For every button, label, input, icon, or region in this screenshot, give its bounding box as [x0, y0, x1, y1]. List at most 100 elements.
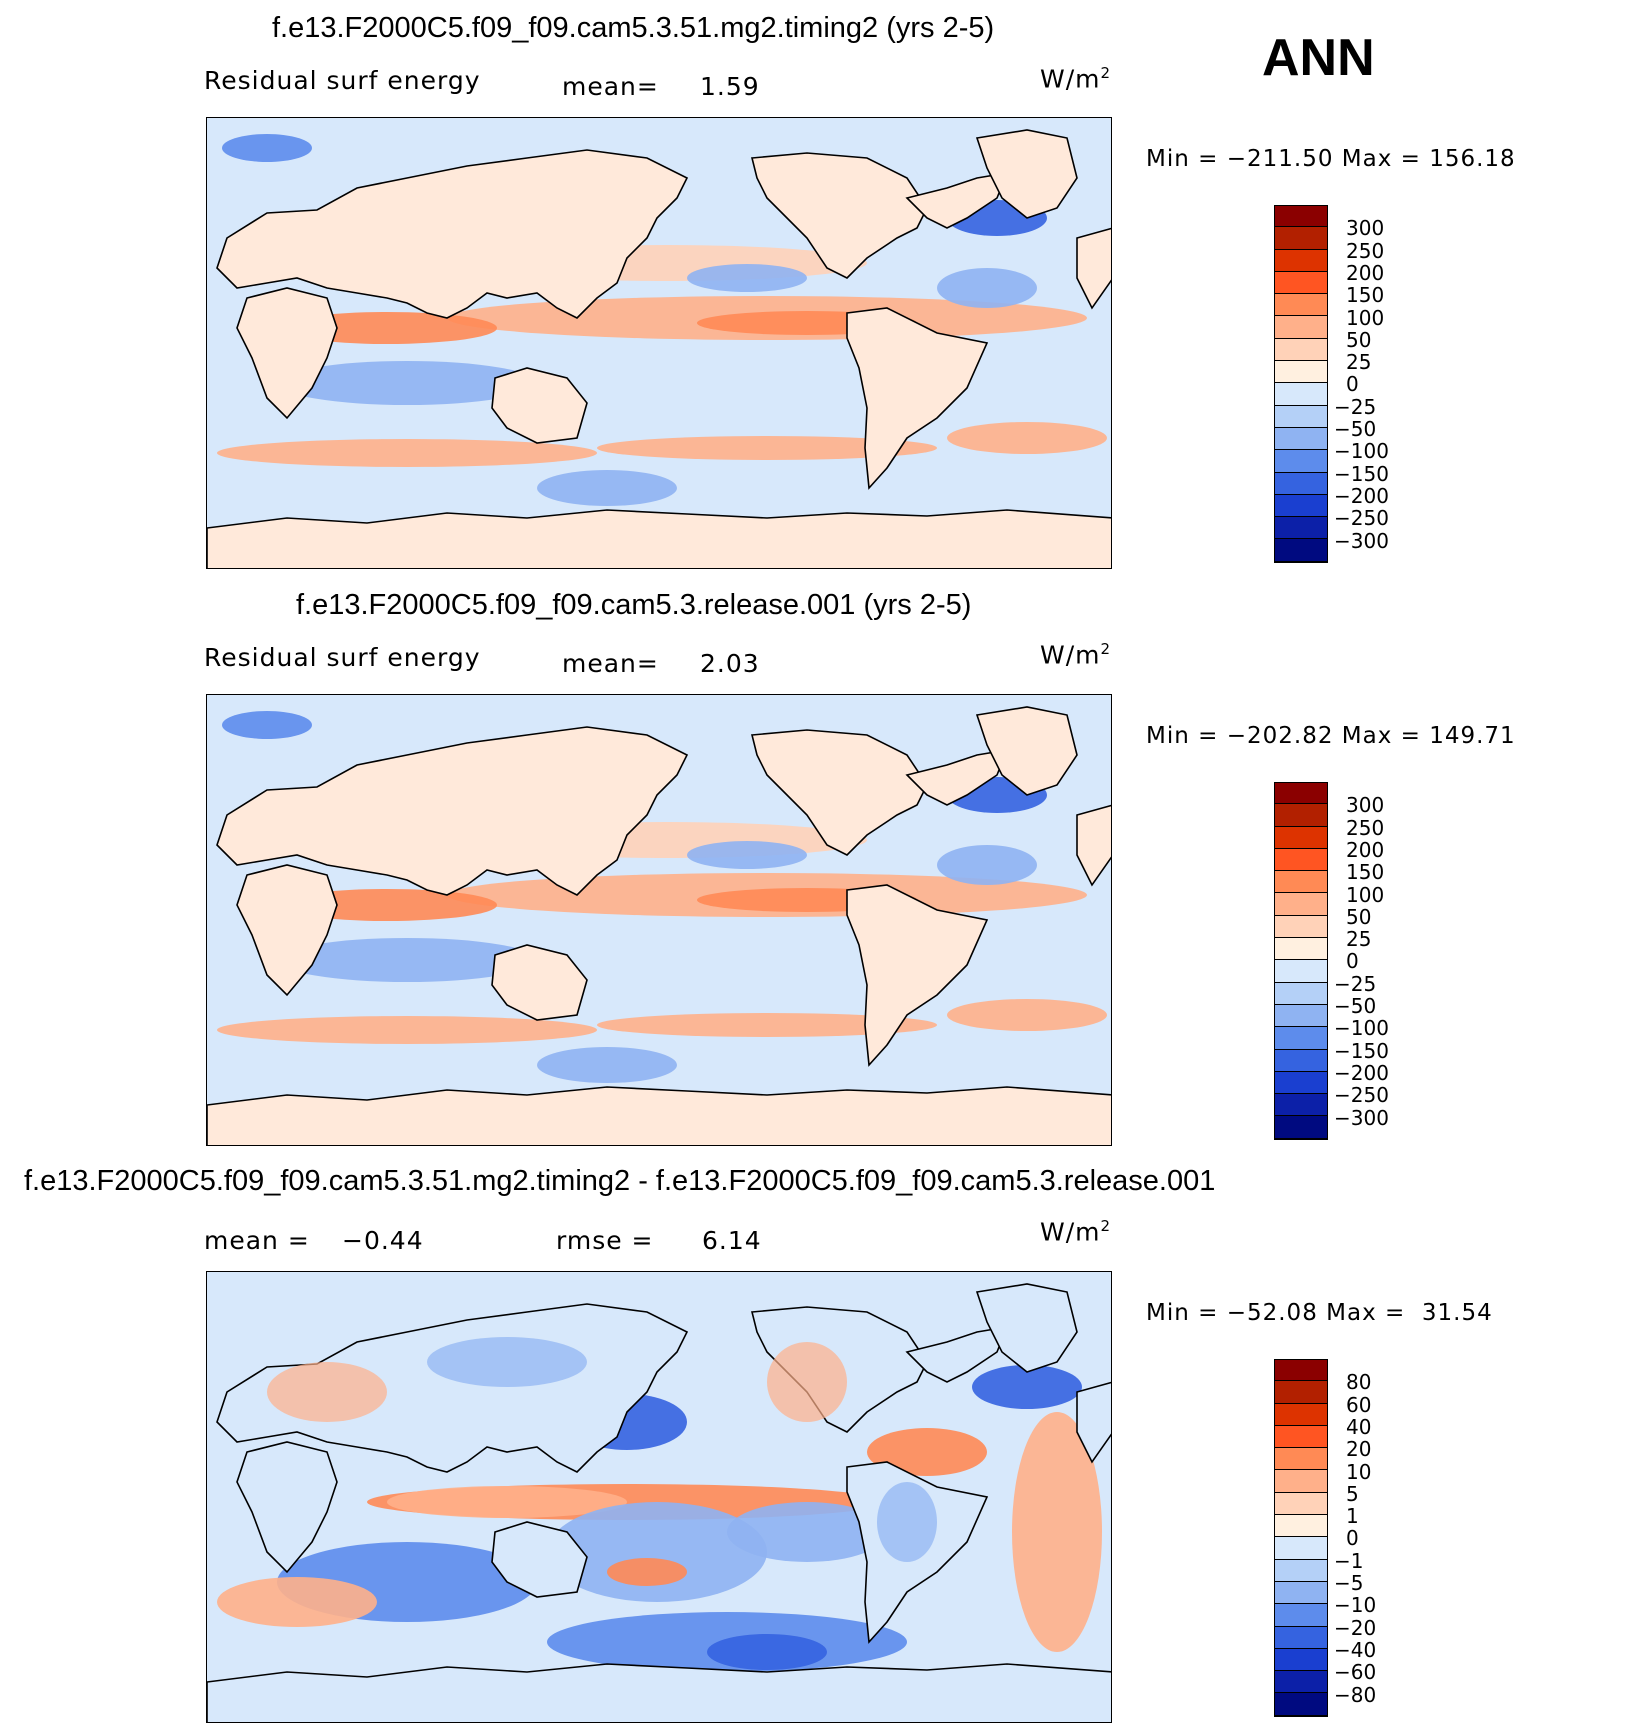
colorbar-swatch — [1275, 1581, 1327, 1605]
map-coastline — [216, 1303, 689, 1473]
colorbar-swatch — [1275, 826, 1327, 849]
panel-3-title: f.e13.F2000C5.f09_f09.cam5.3.51.mg2.timi… — [24, 1165, 1216, 1197]
colorbar-tick-label: 50 — [1346, 904, 1372, 929]
colorbar-swatch — [1275, 539, 1327, 562]
map-contour-region — [867, 1428, 987, 1476]
colorbar-swatch — [1275, 848, 1327, 872]
map-contour-region — [597, 436, 937, 460]
colorbar-tick-label: −10 — [1334, 1593, 1377, 1618]
season-label: ANN — [1262, 29, 1375, 87]
map-coastline — [207, 1086, 1111, 1145]
colorbar-tick-label: 40 — [1346, 1414, 1372, 1439]
colorbar-tick-label: 0 — [1346, 949, 1359, 974]
map-contour-region — [937, 845, 1037, 885]
map-contour-region — [947, 422, 1107, 454]
colorbar-tick-label: 150 — [1346, 860, 1385, 885]
colorbar-tick-label: 200 — [1346, 260, 1385, 285]
map-contour-region — [217, 1016, 597, 1044]
colorbar-swatch — [1275, 1515, 1327, 1538]
colorbar-tick-label: 25 — [1346, 927, 1372, 952]
colorbar-tick-label: −250 — [1334, 506, 1389, 531]
colorbar-tick-label: −150 — [1334, 461, 1389, 486]
colorbar-swatch — [1275, 1116, 1327, 1139]
map-contour-region — [537, 1047, 677, 1083]
colorbar-tick-label: −300 — [1334, 528, 1389, 553]
panel-1-mean-value: 1.59 — [700, 72, 760, 101]
map-coastline — [216, 149, 689, 319]
map-coastline — [750, 729, 928, 856]
colorbar-tick-label: −50 — [1334, 994, 1377, 1018]
colorbar-tick-label: −25 — [1334, 394, 1377, 419]
map-contour-region — [972, 1365, 1082, 1409]
panel-2-map — [206, 694, 1112, 1146]
panel-3-mean-value: −0.44 — [342, 1226, 424, 1255]
colorbar-swatch — [1275, 1470, 1327, 1493]
colorbar-tick-label: 50 — [1346, 327, 1372, 352]
colorbar-tick-label: 0 — [1346, 372, 1359, 397]
colorbar-tick-label: −1 — [1334, 1548, 1364, 1573]
colorbar-tick-label: −100 — [1334, 1016, 1389, 1041]
map-coastline — [491, 1521, 588, 1598]
panel-1-variable-label: Residual surf energy — [204, 66, 481, 95]
panel-2-title: f.e13.F2000C5.f09_f09.cam5.3.release.001… — [296, 589, 972, 621]
colorbar-tick-label: −200 — [1334, 483, 1389, 508]
panel-2-colorbar — [1274, 782, 1328, 1140]
colorbar-swatch — [1275, 1381, 1327, 1404]
colorbar-tick-label: 60 — [1346, 1392, 1372, 1417]
colorbar-swatch — [1275, 361, 1327, 384]
panel-3-mean-label: mean = — [204, 1226, 310, 1255]
map-contour-region — [537, 470, 677, 506]
colorbar-tick-label: −60 — [1334, 1660, 1377, 1685]
colorbar-swatch — [1275, 249, 1327, 272]
colorbar-tick-label: −300 — [1334, 1105, 1389, 1130]
colorbar-swatch — [1275, 1604, 1327, 1627]
colorbar-tick-label: 250 — [1346, 815, 1385, 840]
map-coastline — [975, 129, 1078, 219]
colorbar-swatch — [1275, 383, 1327, 406]
colorbar-swatch — [1275, 1027, 1327, 1050]
map-contour-region — [277, 361, 537, 405]
map-coastline — [491, 367, 588, 444]
panel-1-map — [206, 117, 1112, 569]
panel-1-mean-label: mean= — [562, 72, 659, 101]
colorbar-tick-label: −40 — [1334, 1637, 1377, 1662]
panel-3-units: W/m2 — [1040, 1217, 1112, 1247]
colorbar-swatch — [1275, 893, 1327, 916]
colorbar-tick-label: −20 — [1334, 1615, 1377, 1640]
map-coastline — [750, 152, 928, 279]
panel-1-colorbar — [1274, 205, 1328, 563]
colorbar-swatch — [1275, 338, 1327, 362]
colorbar-swatch — [1275, 1648, 1327, 1672]
colorbar-swatch — [1275, 804, 1327, 827]
colorbar-swatch — [1275, 1425, 1327, 1449]
panel-3-rmse-value: 6.14 — [702, 1226, 762, 1255]
panel-3-rmse-label: rmse = — [556, 1226, 654, 1255]
map-coastline — [846, 307, 989, 490]
map-contour-region — [597, 1013, 937, 1037]
panel-1-title: f.e13.F2000C5.f09_f09.cam5.3.51.mg2.timi… — [272, 12, 995, 44]
panel-1-units: W/m2 — [1040, 64, 1112, 94]
map-land-contour — [427, 1337, 587, 1387]
colorbar-swatch — [1275, 960, 1327, 983]
panel-3-minmax: Min = −52.08 Max = 31.54 — [1146, 1300, 1493, 1326]
map-contour-region — [277, 938, 537, 982]
map-coastline — [975, 1283, 1078, 1373]
map-coastline — [905, 171, 1009, 229]
colorbar-tick-label: −50 — [1334, 417, 1377, 441]
panel-3-colorbar — [1274, 1359, 1328, 1717]
colorbar-tick-label: −5 — [1334, 1571, 1364, 1595]
colorbar-swatch — [1275, 982, 1327, 1005]
panel-1-minmax: Min = −211.50 Max = 156.18 — [1146, 146, 1516, 172]
colorbar-swatch — [1275, 494, 1327, 518]
map-contour-region — [217, 439, 597, 467]
map-contour-region — [937, 268, 1037, 308]
colorbar-tick-label: 0 — [1346, 1526, 1359, 1551]
colorbar-swatch — [1275, 871, 1327, 894]
colorbar-swatch — [1275, 205, 1327, 228]
colorbar-swatch — [1275, 517, 1327, 540]
map-contour-region — [222, 134, 312, 162]
map-coastline — [207, 509, 1111, 568]
map-coastline — [491, 944, 588, 1021]
colorbar-swatch — [1275, 1693, 1327, 1716]
panel-2-units: W/m2 — [1040, 640, 1112, 670]
